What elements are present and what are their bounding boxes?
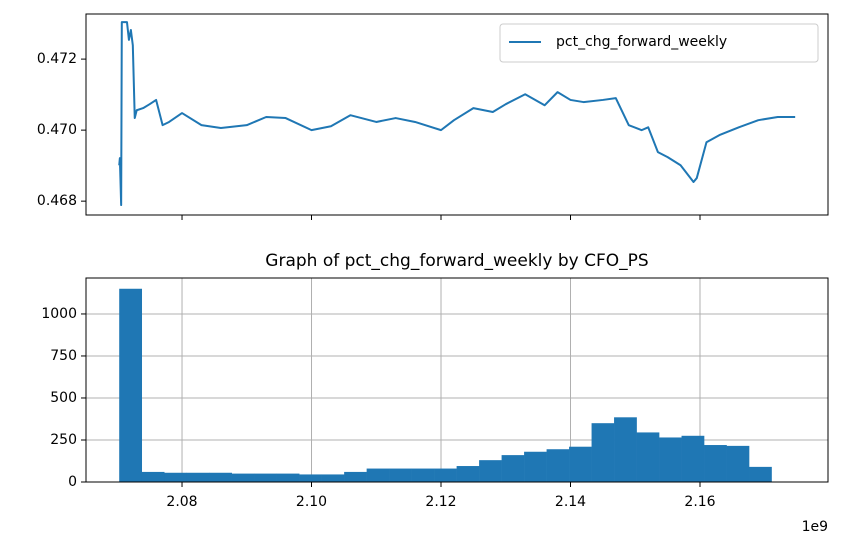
bar (726, 445, 750, 482)
y-tick-label: 0.470 (37, 122, 77, 138)
bar (434, 468, 457, 482)
bar (254, 473, 277, 482)
y-tick-label: 250 (50, 432, 77, 448)
bar (591, 423, 615, 482)
bar (411, 468, 435, 482)
axes-frame (85, 277, 829, 483)
legend-label: pct_chg_forward_weekly (556, 34, 727, 50)
bar (659, 437, 682, 482)
line-series (118, 21, 796, 207)
bar (681, 435, 705, 482)
x-tick-label: 2.08 (166, 494, 197, 510)
chart-title: Graph of pct_chg_forward_weekly by CFO_P… (265, 251, 648, 271)
axes-frame (85, 13, 829, 216)
x-tick-label: 2.12 (425, 494, 456, 510)
bar (501, 455, 525, 482)
bar (456, 466, 480, 482)
y-tick-label: 500 (50, 390, 77, 406)
y-tick-label: 0.468 (37, 193, 77, 209)
bar (749, 466, 772, 482)
bar (119, 288, 143, 482)
legend-box (499, 23, 819, 63)
x-tick-label: 2.10 (296, 494, 327, 510)
bar (479, 460, 502, 482)
bar (389, 468, 412, 482)
bar (276, 473, 300, 482)
bar (164, 472, 187, 482)
bar (366, 468, 390, 482)
bar (209, 472, 232, 482)
bar (344, 471, 367, 482)
y-tick-label: 0 (68, 474, 77, 490)
y-tick-label: 0.472 (37, 51, 77, 67)
x-tick-label: 2.16 (684, 494, 715, 510)
bar (636, 432, 660, 482)
bar (186, 472, 210, 482)
y-tick-label: 1000 (41, 306, 77, 322)
x-tick-label: 2.14 (555, 494, 586, 510)
bar (321, 474, 345, 482)
y-tick-label: 750 (50, 348, 77, 364)
bar (546, 449, 570, 482)
bar (299, 474, 322, 482)
bar (141, 471, 165, 482)
bar (704, 445, 727, 482)
bar (614, 417, 637, 482)
bar (231, 473, 255, 482)
bar (524, 451, 547, 482)
bar (569, 446, 592, 482)
x-offset-label: 1e9 (802, 519, 828, 535)
